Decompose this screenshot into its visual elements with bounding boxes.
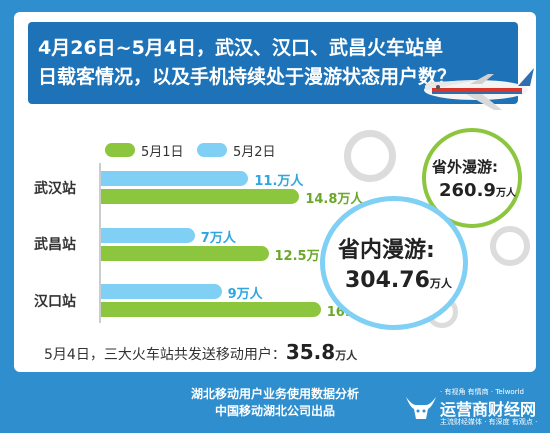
footer-credits: 湖北移动用户业务使用数据分析 中国移动湖北公司出品 [190,387,359,418]
bar [101,171,249,186]
category-label: 武汉站 [34,181,76,197]
may4-note: 5月4日，三大火车站共发送移动用户：35.8万人 [44,340,358,364]
outside-province-circle [422,128,522,228]
inside-province-label: 省内漫游: [338,238,435,263]
bar-value-label: 14.8万人 [305,192,364,207]
outside-province-label: 省外漫游: [432,158,498,176]
outside-province-value: 260.9万人 [439,180,516,201]
bar [101,228,195,243]
bar [101,284,222,299]
bar [101,189,300,204]
bar-value-label: 7万人 [200,231,236,246]
category-label: 武昌站 [34,237,76,253]
bar [101,302,321,317]
bar-value-label: 9万人 [227,287,263,302]
inside-province-value: 304.76万人 [345,268,452,293]
inside-province-circle [320,196,468,330]
bar-value-label: 12.5万人 [274,249,333,264]
decor-circle [490,226,530,266]
bar [101,246,269,261]
bull-logo-icon [406,397,436,419]
chart-title: 4月26日~5月4日，武汉、汉口、武昌火车站单日载客情况，以及手机持续处于漫游状… [38,37,457,88]
watermark: · 有视角 有情商 · Telworld 运营商财经网 主流财经媒体 · 有深度… [400,383,550,433]
category-axis [99,163,101,323]
category-label: 汉口站 [34,294,76,310]
airplane-icon [424,68,534,110]
decor-circle [344,130,396,182]
bar-value-label: 11.万人 [254,174,304,189]
